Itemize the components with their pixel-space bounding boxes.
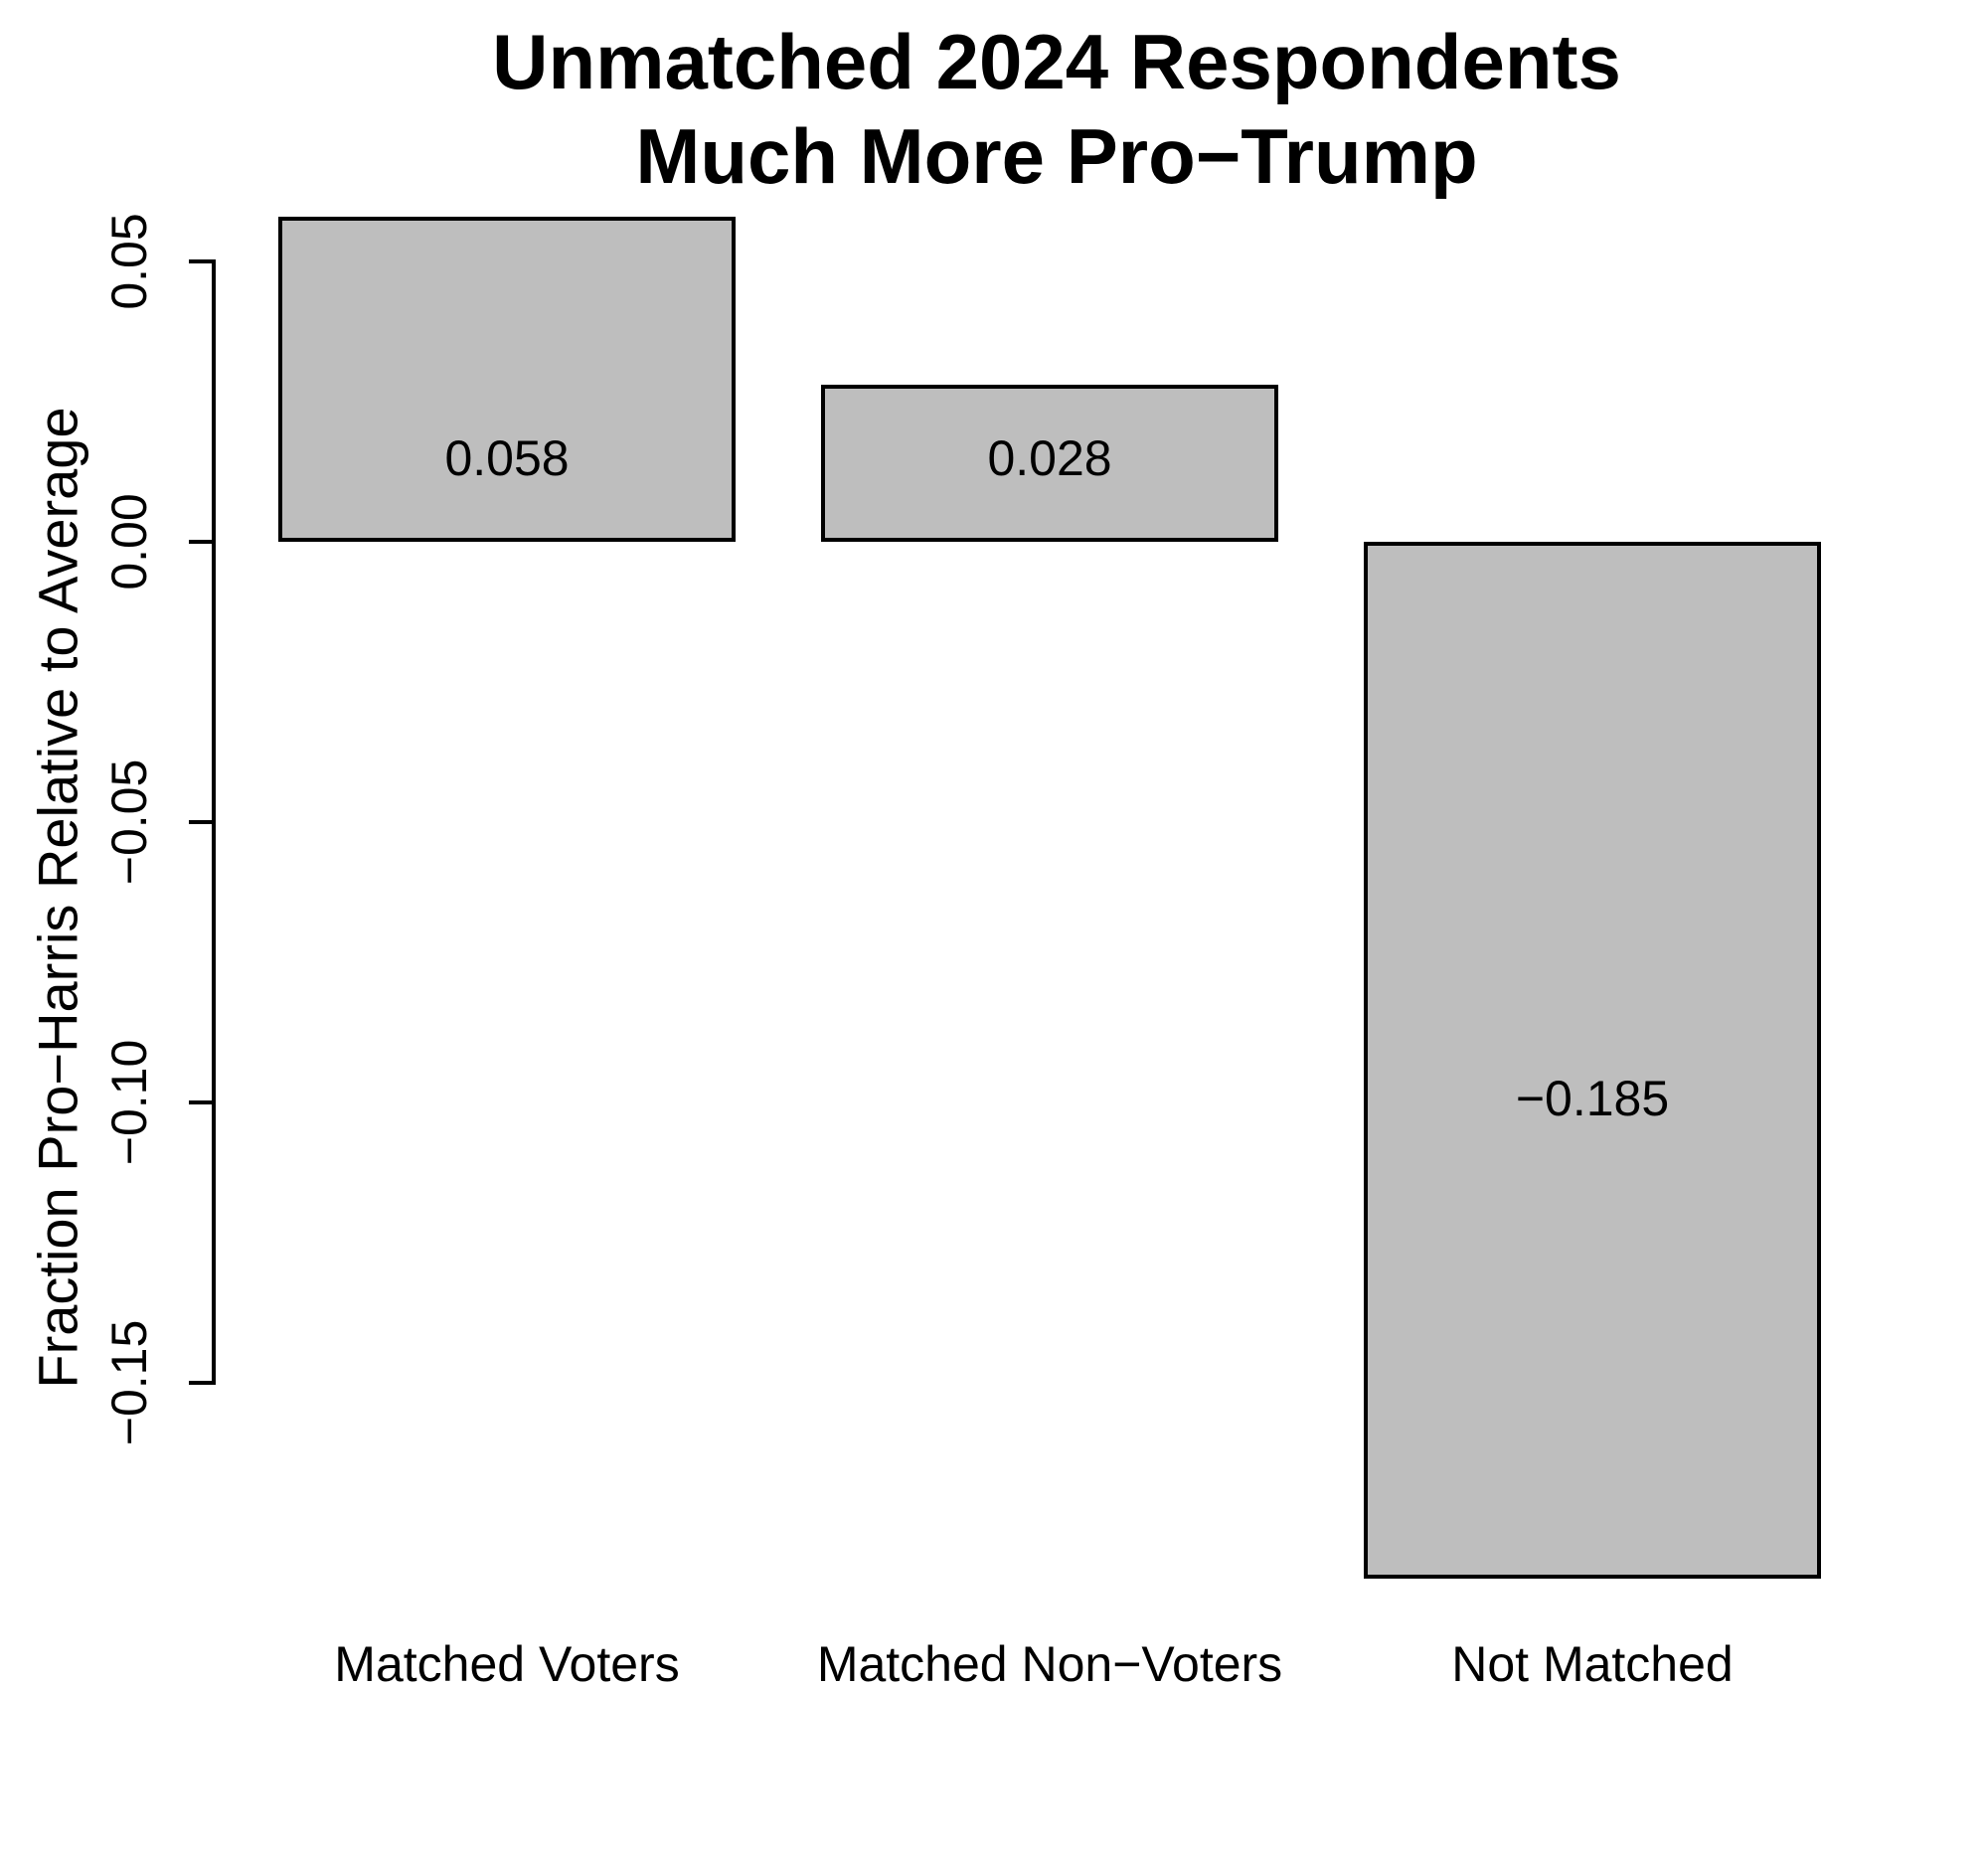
bar-not-matched (1364, 542, 1821, 1580)
y-axis-tick-label: 0.00 (101, 493, 157, 590)
bar-value-label: 0.058 (444, 430, 570, 486)
y-axis-tick (189, 820, 216, 824)
category-label-matched-non-voters: Matched Non−Voters (816, 1636, 1283, 1692)
y-axis-tick-label: −0.15 (101, 1319, 157, 1446)
y-axis-tick (189, 1100, 216, 1104)
y-axis-tick-label: 0.05 (101, 213, 157, 310)
category-label-not-matched: Not Matched (1451, 1636, 1734, 1692)
chart-title-line-1: Unmatched 2024 Respondents (492, 18, 1621, 105)
chart-title-line-2: Much More Pro−Trump (635, 112, 1478, 200)
y-axis-tick (189, 540, 216, 544)
y-axis-tick-label: −0.05 (101, 759, 157, 886)
y-axis-tick (189, 1381, 216, 1385)
bar-value-label: 0.028 (987, 430, 1112, 486)
bar-matched-voters (278, 216, 736, 542)
y-axis-title: Fraction Pro−Harris Relative to Average (26, 407, 89, 1389)
category-label-matched-voters: Matched Voters (334, 1636, 680, 1692)
y-axis-tick (189, 259, 216, 263)
y-axis-tick-label: −0.10 (101, 1039, 157, 1166)
bar-value-label: −0.185 (1515, 1071, 1670, 1126)
bar-matched-non-voters (821, 385, 1278, 542)
